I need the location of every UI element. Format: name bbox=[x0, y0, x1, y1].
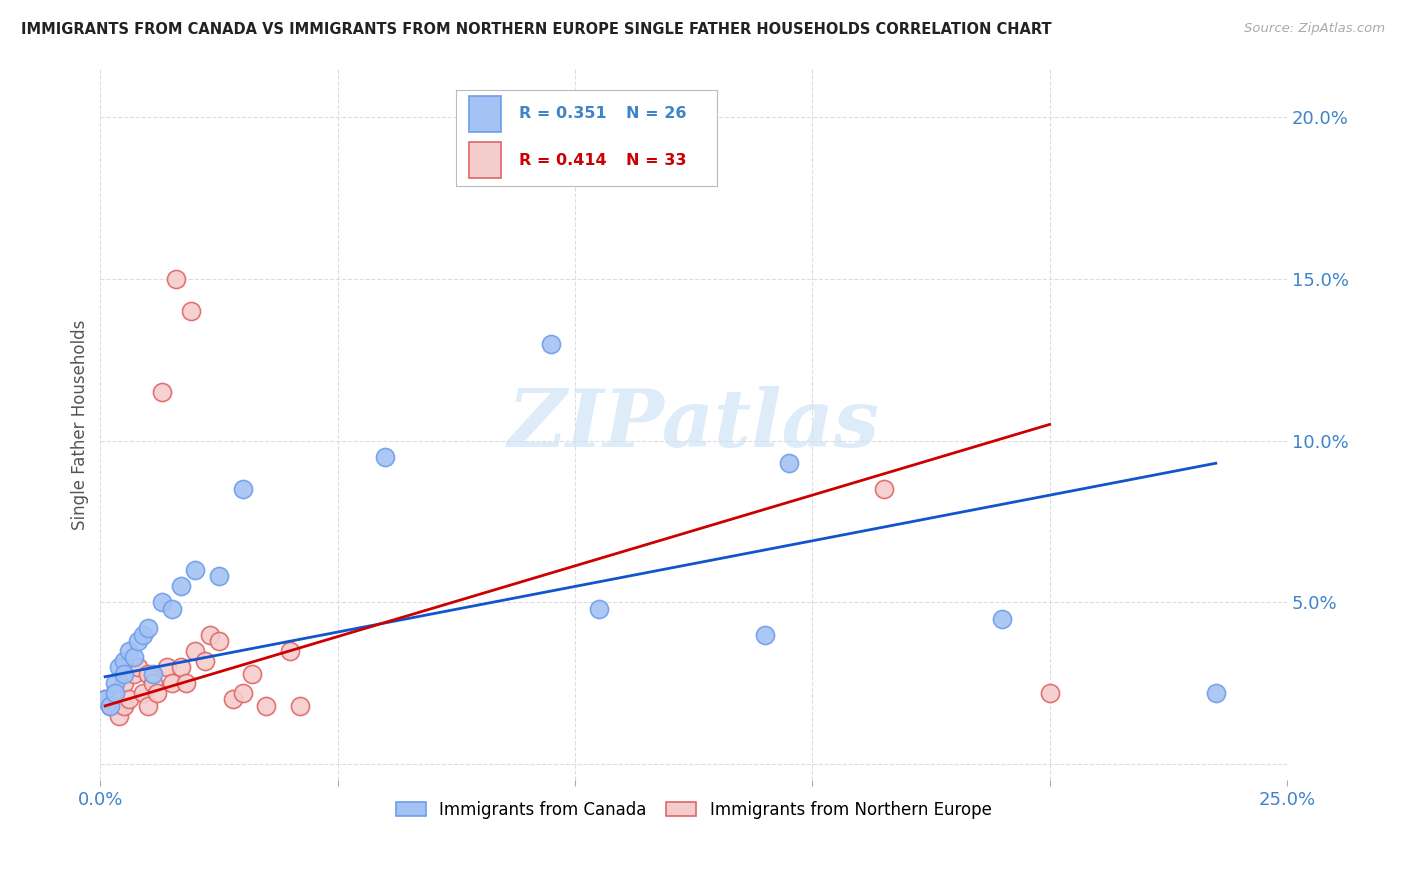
Point bbox=[122, 666, 145, 681]
Point bbox=[165, 272, 187, 286]
Point bbox=[278, 644, 301, 658]
Point bbox=[127, 634, 149, 648]
Point bbox=[156, 660, 179, 674]
Point bbox=[194, 654, 217, 668]
Y-axis label: Single Father Households: Single Father Households bbox=[72, 319, 89, 530]
Point bbox=[136, 698, 159, 713]
Point bbox=[174, 676, 197, 690]
Point bbox=[540, 336, 562, 351]
Point bbox=[122, 650, 145, 665]
Point bbox=[104, 676, 127, 690]
Point bbox=[112, 676, 135, 690]
Point bbox=[256, 698, 278, 713]
Point bbox=[1039, 686, 1062, 700]
Point bbox=[232, 686, 254, 700]
Text: IMMIGRANTS FROM CANADA VS IMMIGRANTS FROM NORTHERN EUROPE SINGLE FATHER HOUSEHOL: IMMIGRANTS FROM CANADA VS IMMIGRANTS FRO… bbox=[21, 22, 1052, 37]
Point bbox=[208, 569, 231, 583]
Point bbox=[150, 595, 173, 609]
Point bbox=[232, 482, 254, 496]
Point bbox=[104, 686, 127, 700]
Text: ZIPatlas: ZIPatlas bbox=[508, 385, 880, 463]
Point bbox=[94, 692, 117, 706]
Point bbox=[374, 450, 396, 464]
Point bbox=[160, 602, 183, 616]
Point bbox=[112, 654, 135, 668]
Point bbox=[146, 686, 169, 700]
Point bbox=[132, 628, 155, 642]
Point bbox=[142, 666, 165, 681]
Point bbox=[136, 666, 159, 681]
Point bbox=[872, 482, 894, 496]
Point bbox=[170, 660, 193, 674]
Point bbox=[108, 708, 131, 723]
Legend: Immigrants from Canada, Immigrants from Northern Europe: Immigrants from Canada, Immigrants from … bbox=[389, 794, 998, 825]
Point bbox=[112, 666, 135, 681]
Point bbox=[754, 628, 776, 642]
Point bbox=[184, 563, 207, 577]
Point bbox=[184, 644, 207, 658]
Point bbox=[288, 698, 311, 713]
Text: Source: ZipAtlas.com: Source: ZipAtlas.com bbox=[1244, 22, 1385, 36]
Point bbox=[198, 628, 221, 642]
Point bbox=[160, 676, 183, 690]
Point bbox=[94, 692, 117, 706]
Point bbox=[208, 634, 231, 648]
Point bbox=[118, 692, 141, 706]
Point bbox=[991, 611, 1014, 625]
Point bbox=[142, 676, 165, 690]
Point bbox=[98, 698, 121, 713]
Point bbox=[1205, 686, 1227, 700]
Point bbox=[150, 385, 173, 400]
Point bbox=[222, 692, 245, 706]
Point bbox=[170, 579, 193, 593]
Point bbox=[778, 456, 800, 470]
Point bbox=[136, 621, 159, 635]
Point bbox=[104, 686, 127, 700]
Point bbox=[132, 686, 155, 700]
Point bbox=[108, 660, 131, 674]
Point bbox=[180, 304, 202, 318]
Point bbox=[588, 602, 610, 616]
Point bbox=[118, 644, 141, 658]
Point bbox=[98, 698, 121, 713]
Point bbox=[240, 666, 263, 681]
Point bbox=[112, 698, 135, 713]
Point bbox=[127, 660, 149, 674]
